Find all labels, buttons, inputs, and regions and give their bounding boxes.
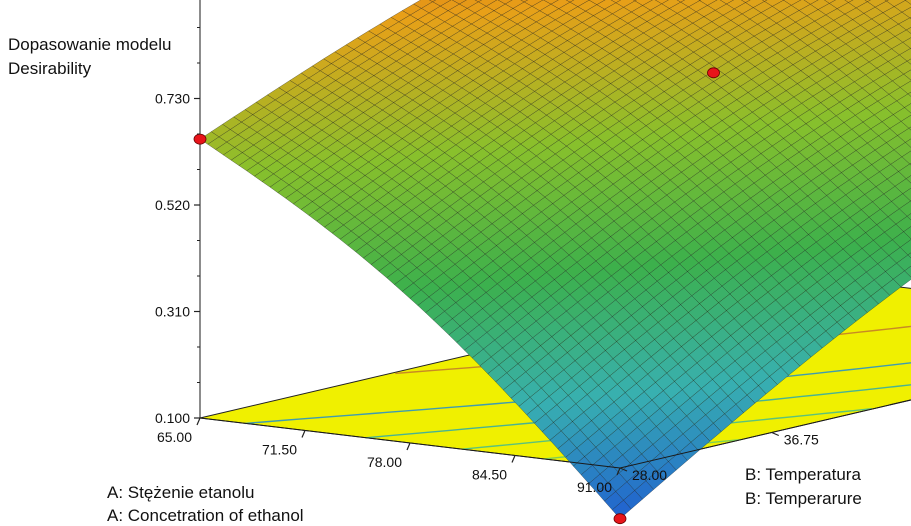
x-tick-mark bbox=[196, 417, 201, 426]
y-tick-label: 28.00 bbox=[632, 467, 667, 483]
y-axis-line bbox=[619, 399, 911, 469]
x-tick-label: 65.00 bbox=[157, 429, 192, 445]
axis-ticks: 0.9400.7300.5200.3100.10065.0071.5078.00… bbox=[155, 0, 819, 495]
surface-cell bbox=[907, 252, 911, 259]
z-tick-label: 0.730 bbox=[155, 91, 190, 107]
x-tick-mark bbox=[406, 442, 411, 451]
y-tick-mark bbox=[771, 431, 779, 437]
x-tick-label: 84.50 bbox=[472, 467, 507, 483]
response-surface bbox=[199, 0, 911, 520]
z-tick-label: 0.100 bbox=[155, 410, 190, 426]
z-tick-label: 0.310 bbox=[155, 304, 190, 320]
design-points bbox=[193, 67, 720, 525]
z-axis-title-line-2: Desirability bbox=[8, 59, 92, 78]
x-axis-title-line-1: A: Stężenie etanolu bbox=[107, 483, 255, 502]
y-axis-title-line-2: B: Temperarure bbox=[745, 489, 862, 508]
y-axis-title-line-1: B: Temperatura bbox=[745, 465, 861, 484]
x-tick-mark bbox=[301, 430, 306, 438]
surface-cell bbox=[908, 126, 911, 131]
x-tick-label: 91.00 bbox=[577, 479, 612, 495]
z-axis-title-line-1: Dopasowanie modelu bbox=[8, 35, 172, 54]
design-point-marker bbox=[613, 513, 627, 525]
surface-cell bbox=[761, 0, 768, 2]
z-tick-label: 0.520 bbox=[155, 197, 190, 213]
x-tick-label: 78.00 bbox=[367, 454, 402, 470]
surface-cell bbox=[864, 0, 872, 2]
surface-cell bbox=[905, 175, 911, 184]
y-tick-mark bbox=[619, 467, 628, 472]
surface-cell bbox=[905, 27, 911, 34]
surface-cell bbox=[907, 91, 911, 97]
design-point-marker bbox=[193, 133, 207, 145]
x-tick-label: 71.50 bbox=[262, 442, 297, 458]
design-point-marker bbox=[707, 67, 720, 79]
surface-cell bbox=[906, 213, 911, 221]
x-tick-mark bbox=[511, 455, 516, 463]
x-tick-mark bbox=[616, 467, 621, 476]
x-axis-title-line-2: A: Concetration of ethanol bbox=[107, 506, 304, 525]
y-tick-label: 36.75 bbox=[784, 432, 819, 448]
surface-cell bbox=[906, 58, 911, 65]
